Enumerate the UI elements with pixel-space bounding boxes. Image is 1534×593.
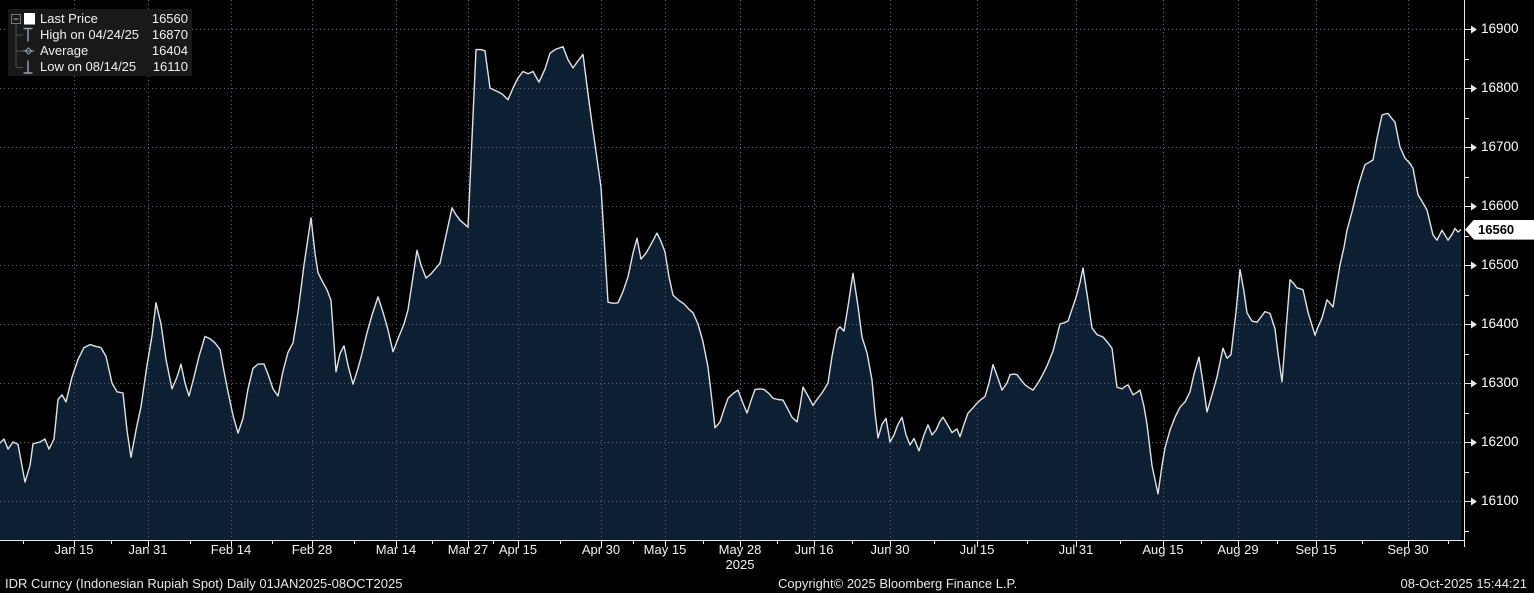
legend-label: Low on 08/14/25 <box>40 58 137 74</box>
y-tick-label: 16600 <box>1481 198 1519 213</box>
x-tick-label: Jun 30 <box>870 542 910 557</box>
price-area-fill <box>0 46 1461 540</box>
x-tick-label: Feb 14 <box>210 542 252 557</box>
y-tick-arrow-icon <box>1471 379 1477 388</box>
legend-row-low[interactable]: Low on 08/14/25 16110 <box>10 58 188 74</box>
chart-legend: Last Price 16560 High on 04/24/25 16870 … <box>8 9 192 76</box>
legend-row-last-price[interactable]: Last Price 16560 <box>10 10 188 26</box>
chart-description: IDR Curncy (Indonesian Rupiah Spot) Dail… <box>5 576 403 591</box>
legend-tree-connector <box>15 23 23 68</box>
legend-value: 16560 <box>151 10 188 26</box>
y-tick-label: 16200 <box>1481 434 1519 449</box>
average-marker-icon <box>23 47 34 55</box>
y-tick-arrow-icon <box>1471 261 1477 270</box>
x-tick-label: May 15 <box>643 542 687 557</box>
y-tick-label: 16400 <box>1481 316 1519 331</box>
grid-lines <box>0 0 1464 540</box>
y-tick-arrow-icon <box>1471 25 1477 34</box>
timestamp: 08-Oct-2025 15:44:21 <box>1400 576 1527 591</box>
x-tick-label: Mar 27 <box>447 542 489 557</box>
y-tick-label: 16500 <box>1481 257 1519 272</box>
legend-value: 16404 <box>151 42 188 58</box>
status-bar: IDR Curncy (Indonesian Rupiah Spot) Dail… <box>0 572 1534 593</box>
x-tick-label: Apr 15 <box>498 542 538 557</box>
x-tick-label: Jul 31 <box>1058 542 1094 557</box>
legend-row-high[interactable]: High on 04/24/25 16870 <box>10 26 188 42</box>
legend-value: 16870 <box>151 26 188 42</box>
x-tick-label: Jan 31 <box>128 542 168 557</box>
x-tick-label: Jul 15 <box>959 542 995 557</box>
x-tick-label: Aug 29 <box>1217 542 1259 557</box>
legend-label: High on 04/24/25 <box>40 26 140 42</box>
high-marker-icon <box>23 27 33 42</box>
y-axis-ticks <box>1464 25 1477 532</box>
x-tick-label: Sep 15 <box>1295 542 1337 557</box>
legend-row-average[interactable]: Average 16404 <box>10 42 188 58</box>
y-tick-arrow-icon <box>1471 84 1477 93</box>
x-axis-year-label: 2025 <box>725 557 755 572</box>
low-marker-icon <box>23 60 33 74</box>
copyright-notice: Copyright© 2025 Bloomberg Finance L.P. <box>778 576 1018 591</box>
x-axis-ticks <box>23 540 1449 547</box>
y-tick-arrow-icon <box>1471 143 1477 152</box>
price-line <box>0 46 1462 495</box>
x-tick-label: Mar 14 <box>375 542 417 557</box>
x-tick-label: Jan 15 <box>54 542 94 557</box>
x-tick-label: Feb 28 <box>291 542 333 557</box>
x-tick-label: Jun 16 <box>794 542 834 557</box>
axes <box>0 0 1465 547</box>
x-tick-label: Apr 30 <box>581 542 621 557</box>
legend-value: 16110 <box>152 58 188 74</box>
y-tick-label: 16100 <box>1481 493 1519 508</box>
legend-tree <box>11 13 35 74</box>
y-tick-arrow-icon <box>1471 320 1477 329</box>
y-tick-arrow-icon <box>1471 438 1477 447</box>
y-tick-label: 16300 <box>1481 375 1519 390</box>
legend-label: Last Price <box>40 10 98 26</box>
last-price-tag-value: 16560 <box>1478 222 1515 238</box>
x-tick-label: Sep 30 <box>1387 542 1429 557</box>
x-tick-label: Aug 15 <box>1142 542 1184 557</box>
y-tick-label: 16700 <box>1481 139 1519 154</box>
price-chart[interactable] <box>0 0 1534 560</box>
y-tick-label: 16800 <box>1481 80 1519 95</box>
legend-label: Average <box>40 42 89 58</box>
y-tick-arrow-icon <box>1471 202 1477 211</box>
x-tick-label: May 28 <box>718 542 762 557</box>
y-tick-label: 16900 <box>1481 21 1519 36</box>
y-tick-arrow-icon <box>1471 497 1477 506</box>
last-price-swatch-icon <box>24 13 35 25</box>
last-price-tag: 16560 <box>1465 219 1534 240</box>
